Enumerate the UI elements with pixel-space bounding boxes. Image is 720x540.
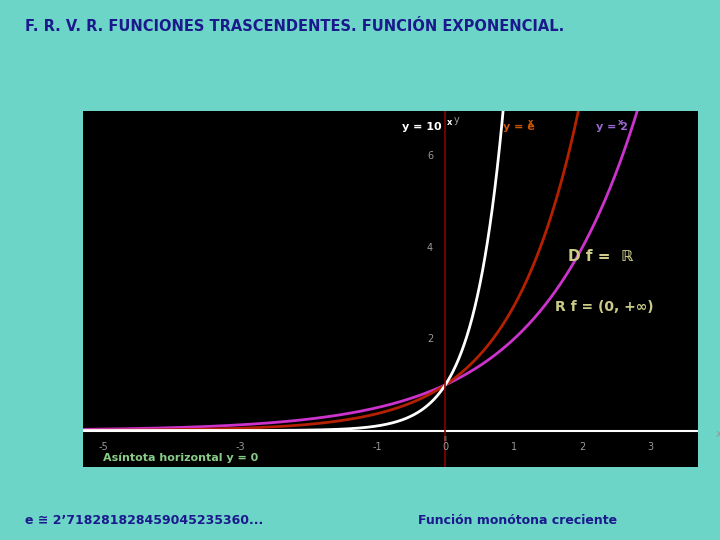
Text: y = 10: y = 10 — [402, 122, 442, 132]
Text: D f =  ℝ: D f = ℝ — [569, 249, 634, 265]
Text: 0: 0 — [442, 442, 449, 451]
Text: 3: 3 — [647, 442, 654, 451]
Text: -3: -3 — [235, 442, 245, 451]
Text: 6: 6 — [427, 151, 433, 161]
Text: Función monótona creciente: Función monótona creciente — [418, 514, 617, 526]
Text: y: y — [454, 115, 459, 125]
Text: F. R. V. R. FUNCIONES TRASCENDENTES. FUNCIÓN EXPONENCIAL.: F. R. V. R. FUNCIONES TRASCENDENTES. FUN… — [25, 19, 564, 34]
Text: 4: 4 — [427, 243, 433, 253]
Text: e ≅ 2ʼ718281828459045235360...: e ≅ 2ʼ718281828459045235360... — [25, 514, 264, 526]
Text: 2: 2 — [579, 442, 585, 451]
Text: y = e: y = e — [503, 122, 535, 132]
Text: x: x — [446, 118, 452, 126]
Text: II: II — [444, 436, 447, 442]
Text: -5: -5 — [99, 442, 108, 451]
Text: x: x — [527, 118, 533, 126]
Text: -1: -1 — [372, 442, 382, 451]
Text: x: x — [618, 118, 624, 126]
Text: 2: 2 — [427, 334, 433, 344]
Text: R f = (0, +∞): R f = (0, +∞) — [554, 300, 653, 314]
Text: Asíntota horizontal y = 0: Asíntota horizontal y = 0 — [104, 453, 258, 463]
Text: x: x — [716, 429, 720, 439]
Text: y = 2: y = 2 — [596, 122, 628, 132]
Text: 1: 1 — [510, 442, 517, 451]
